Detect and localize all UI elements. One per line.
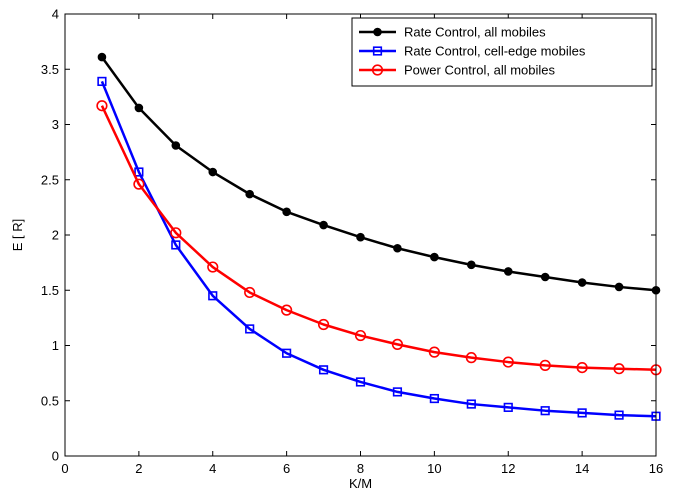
data-point-open-circle-marker (502, 356, 514, 368)
legend-entry: Rate Control, all mobiles (359, 25, 546, 40)
y-axis-title: E [ R] (10, 219, 25, 252)
data-point-open-circle-marker (428, 346, 440, 358)
y-tick-label: 1.5 (41, 283, 59, 298)
data-point-filled-circle-marker (393, 243, 402, 253)
series-layer (96, 52, 662, 421)
plot-frame (64, 13, 657, 457)
data-point-open-circle-marker (96, 100, 108, 112)
x-tick-label: 6 (283, 461, 290, 476)
series-3 (96, 100, 662, 376)
data-point-open-square-marker (245, 324, 255, 334)
data-point-filled-circle-marker (540, 272, 550, 282)
data-point-open-square-marker (577, 408, 587, 418)
y-tick-label: 0 (52, 449, 59, 464)
x-tick-label: 0 (61, 461, 68, 476)
data-point-filled-circle-marker (171, 141, 181, 150)
legend-box (351, 17, 653, 87)
data-point-open-circle-marker (317, 318, 330, 331)
data-point-filled-circle-marker (503, 267, 513, 276)
data-point-open-square-marker (318, 365, 329, 375)
data-point-open-circle-marker (391, 338, 404, 350)
legend-label: Rate Control, all mobiles (404, 25, 546, 40)
legend-open-circle-marker (371, 64, 384, 76)
series-2 (97, 76, 661, 421)
data-point-open-circle-marker (244, 286, 256, 299)
x-tick-label: 14 (575, 461, 589, 476)
data-point-filled-circle-marker (430, 252, 439, 262)
legend-open-square-marker (372, 46, 383, 56)
data-point-open-square-marker (171, 240, 181, 250)
y-tick-label: 2 (52, 228, 59, 243)
data-point-open-square-marker (466, 399, 476, 409)
data-point-open-circle-marker (539, 359, 551, 371)
data-point-open-square-marker (540, 406, 550, 416)
legend-label: Rate Control, cell-edge mobiles (404, 44, 586, 59)
data-point-filled-circle-marker (319, 220, 328, 230)
data-point-open-square-marker (429, 393, 439, 404)
data-point-filled-circle-marker (134, 103, 144, 113)
data-point-filled-circle-marker (245, 189, 254, 199)
data-point-open-circle-marker (133, 178, 145, 190)
series-line (100, 80, 657, 418)
data-point-open-circle-marker (170, 227, 182, 239)
y-tick-label: 2.5 (41, 172, 59, 187)
data-point-filled-circle-marker (614, 282, 624, 292)
data-point-open-square-marker (282, 348, 292, 358)
legend-entries: Rate Control, all mobiles Rate Control, c… (359, 25, 586, 78)
data-point-open-square-marker (392, 387, 403, 397)
x-tick-label: 16 (649, 461, 663, 476)
data-point-open-square-marker (134, 167, 144, 177)
y-tick-label: 0.5 (41, 393, 59, 408)
data-point-filled-circle-marker (282, 207, 291, 217)
data-point-open-square-marker (355, 377, 366, 387)
data-point-open-square-marker (614, 410, 624, 420)
data-point-filled-circle-marker (356, 232, 365, 242)
data-point-open-circle-marker (465, 352, 477, 364)
y-tick-label: 3 (52, 117, 59, 132)
series-line (100, 56, 657, 292)
x-tick-label: 12 (501, 461, 515, 476)
data-point-open-square-marker (503, 402, 513, 412)
series-line (100, 105, 657, 372)
data-point-filled-circle-marker (467, 260, 476, 270)
legend-label: Power Control, all mobiles (404, 63, 556, 78)
axis-ticks: 0 2 4 6 8 10 12 14 16 0 0.5 1 1.5 2 2.5 3 3.5 4 (41, 7, 663, 477)
y-tick-label: 1 (52, 338, 59, 353)
data-point-open-circle-marker (354, 329, 367, 342)
x-tick-label: 4 (209, 461, 216, 476)
data-point-filled-circle-marker (208, 167, 218, 177)
x-tick-label: 10 (427, 461, 441, 476)
data-point-open-circle-marker (207, 261, 219, 273)
data-point-open-circle-marker (281, 304, 293, 316)
data-point-open-circle-marker (576, 362, 588, 374)
data-point-filled-circle-marker (577, 278, 587, 287)
y-tick-label: 3.5 (41, 62, 59, 77)
y-tick-label: 4 (52, 7, 59, 22)
legend-entry: Power Control, all mobiles (359, 63, 556, 78)
legend-entry: Rate Control, cell-edge mobiles (359, 44, 586, 59)
x-axis-title: K/M (349, 476, 372, 491)
x-tick-label: 2 (135, 461, 142, 476)
x-tick-label: 8 (357, 461, 364, 476)
data-point-filled-circle-marker (97, 52, 107, 62)
legend: Rate Control, all mobiles Rate Control, c… (351, 17, 653, 87)
legend-filled-circle-marker (373, 27, 382, 37)
data-point-open-square-marker (97, 76, 107, 87)
series-1 (97, 52, 661, 295)
data-point-open-circle-marker (613, 363, 625, 375)
data-point-open-square-marker (208, 291, 218, 301)
